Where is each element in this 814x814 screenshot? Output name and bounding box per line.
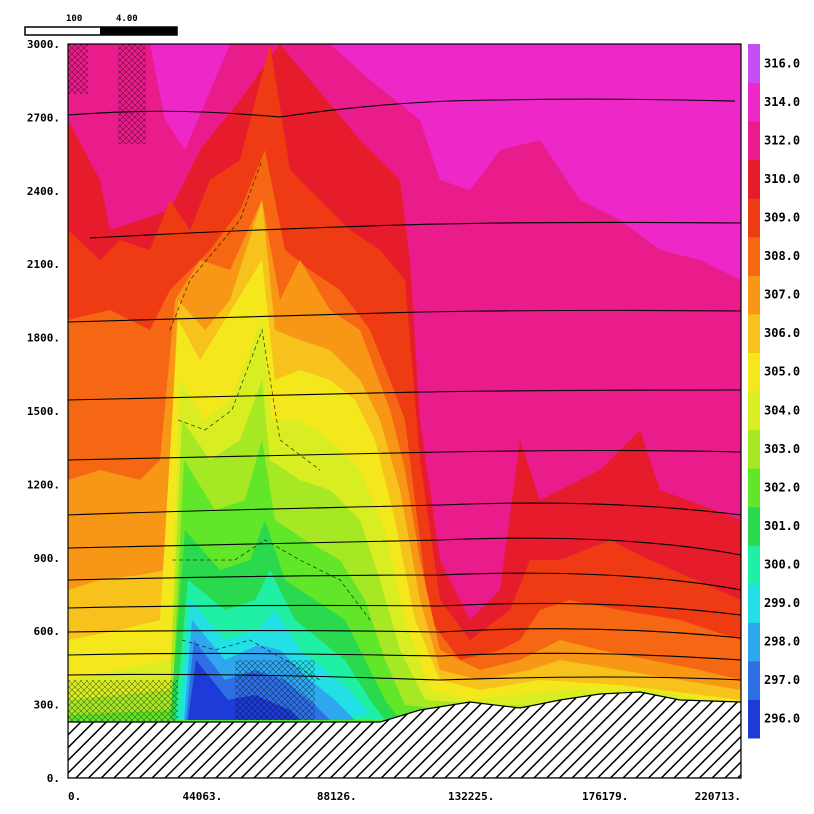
colorbar-swatch bbox=[748, 352, 760, 392]
streamlines bbox=[68, 98, 741, 681]
colorbar-label: 309.0 bbox=[764, 211, 800, 225]
colorbar-label: 307.0 bbox=[764, 288, 800, 302]
colorbar-swatch bbox=[748, 545, 760, 585]
colorbar-swatch bbox=[748, 506, 760, 546]
colorbar-label: 296.0 bbox=[764, 712, 800, 726]
y-tick-label: 2700. bbox=[27, 111, 60, 124]
y-tick-label: 2400. bbox=[27, 185, 60, 198]
plot-frame bbox=[67, 43, 742, 779]
x-tick-label: 0. bbox=[68, 790, 81, 803]
x-tick-label: 176179. bbox=[582, 790, 628, 803]
colorbar-swatch bbox=[748, 699, 760, 739]
y-axis: 0. 300. 600. 900. 1200. 1500. 1800. 2100. 2400. 2… bbox=[27, 38, 60, 785]
colorbar-swatch bbox=[748, 468, 760, 508]
terrain bbox=[68, 691, 741, 778]
colorbar-label: 297.0 bbox=[764, 673, 800, 687]
scale-bar-label-left: 100 bbox=[66, 14, 82, 24]
x-tick-label: 132225. bbox=[448, 790, 494, 803]
dashed-contours bbox=[169, 159, 371, 681]
colorbar: 296.0 297.0 298.0 299.0 300.0 301.0 302.0 303.0… bbox=[748, 44, 800, 739]
colorbar-label: 298.0 bbox=[764, 635, 800, 649]
x-axis: 0. 44063. 88126. 132225. 176179. 220713. bbox=[68, 790, 741, 803]
colorbar-swatch bbox=[748, 236, 760, 276]
colorbar-swatch bbox=[748, 313, 760, 353]
colorbar-label: 314.0 bbox=[764, 95, 800, 109]
scale-bar: 100 4.00 bbox=[24, 14, 178, 36]
colorbar-label: 312.0 bbox=[764, 133, 800, 147]
colorbar-swatch bbox=[748, 275, 760, 315]
colorbar-label: 303.0 bbox=[764, 442, 800, 456]
y-tick-label: 1800. bbox=[27, 332, 60, 345]
colorbar-swatch bbox=[748, 391, 760, 431]
y-tick-label: 0. bbox=[47, 772, 60, 785]
y-tick-label: 1500. bbox=[27, 405, 60, 418]
plot-area bbox=[68, 44, 741, 778]
colorbar-label: 299.0 bbox=[764, 596, 800, 610]
y-tick-label: 3000. bbox=[27, 38, 60, 51]
y-tick-label: 1200. bbox=[27, 478, 60, 491]
colorbar-swatch bbox=[748, 622, 760, 662]
x-tick-label: 88126. bbox=[317, 790, 357, 803]
x-tick-label: 220713. bbox=[695, 790, 741, 803]
colorbar-swatch bbox=[748, 583, 760, 623]
y-tick-label: 2100. bbox=[27, 258, 60, 271]
colorbar-label: 310.0 bbox=[764, 172, 800, 186]
y-tick-label: 900. bbox=[34, 552, 61, 565]
crosshatch-zone bbox=[68, 44, 88, 94]
colorbar-swatch bbox=[748, 121, 760, 161]
colorbar-label: 316.0 bbox=[764, 56, 800, 70]
colorbar-swatch bbox=[748, 159, 760, 199]
colorbar-label: 308.0 bbox=[764, 249, 800, 263]
y-tick-label: 600. bbox=[34, 625, 61, 638]
colorbar-label: 306.0 bbox=[764, 326, 800, 340]
x-tick-label: 44063. bbox=[182, 790, 222, 803]
colorbar-label: 305.0 bbox=[764, 365, 800, 379]
crosshatch-zone bbox=[68, 680, 178, 722]
colorbar-label: 301.0 bbox=[764, 519, 800, 533]
y-tick-label: 300. bbox=[34, 699, 61, 712]
colorbar-swatch bbox=[748, 44, 760, 84]
crosshatch-zone bbox=[235, 660, 315, 720]
colorbar-swatch bbox=[748, 660, 760, 700]
scale-bar-label-right: 4.00 bbox=[116, 14, 138, 24]
colorbar-label: 300.0 bbox=[764, 558, 800, 572]
colorbar-swatch bbox=[748, 82, 760, 122]
colorbar-swatch bbox=[748, 198, 760, 238]
colorbar-label: 304.0 bbox=[764, 403, 800, 417]
crosshatch-zone bbox=[118, 44, 146, 144]
colorbar-swatch bbox=[748, 429, 760, 469]
colorbar-label: 302.0 bbox=[764, 480, 800, 494]
